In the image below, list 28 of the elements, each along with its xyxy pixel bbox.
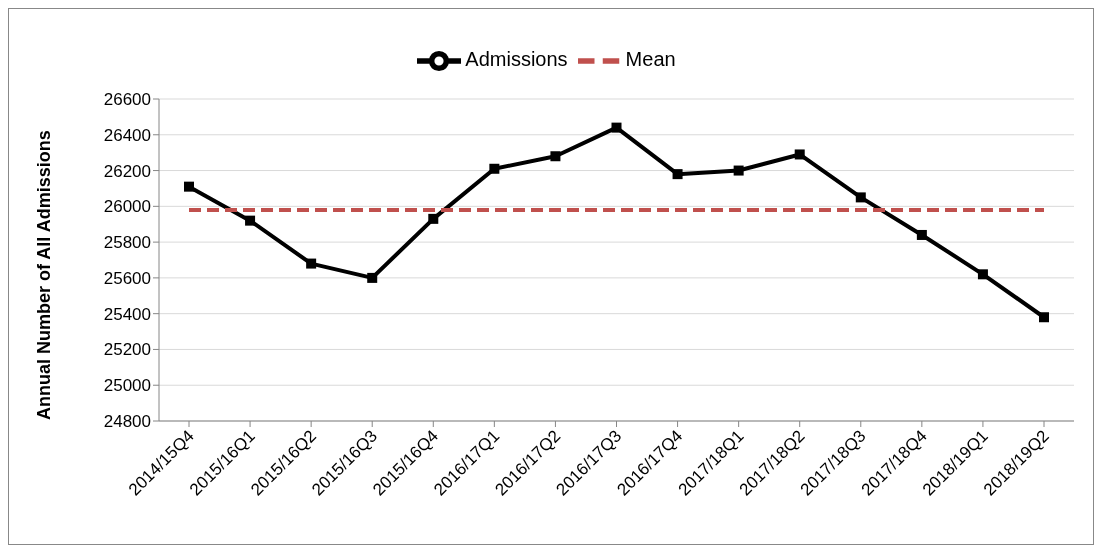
point — [428, 213, 439, 224]
point — [855, 192, 866, 203]
point — [306, 258, 317, 269]
point — [977, 269, 988, 280]
point — [550, 151, 561, 162]
point — [733, 165, 744, 176]
point — [916, 229, 927, 240]
y-tick-label: 25600 — [103, 268, 151, 288]
y-tick-label: 25400 — [103, 304, 151, 324]
y-tick-label: 25800 — [103, 233, 151, 253]
point — [367, 272, 378, 283]
point — [794, 149, 805, 160]
y-tick-label: 26000 — [103, 197, 151, 217]
y-tick-label: 26200 — [103, 161, 151, 181]
y-tick-label: 26400 — [103, 125, 151, 145]
legend-label: Mean — [625, 48, 676, 71]
y-tick-label: 26600 — [103, 90, 151, 110]
y-tick-label: 24800 — [103, 412, 151, 432]
point — [1039, 312, 1049, 323]
y-axis-title: Annual Number of All Admissions — [34, 130, 55, 420]
point — [245, 215, 256, 226]
y-tick-label: 25200 — [103, 340, 151, 360]
legend-label: Admissions — [465, 48, 568, 71]
point — [184, 181, 194, 192]
point — [489, 163, 500, 174]
y-tick-label: 25000 — [103, 376, 151, 396]
point — [672, 169, 683, 180]
point — [611, 122, 622, 133]
